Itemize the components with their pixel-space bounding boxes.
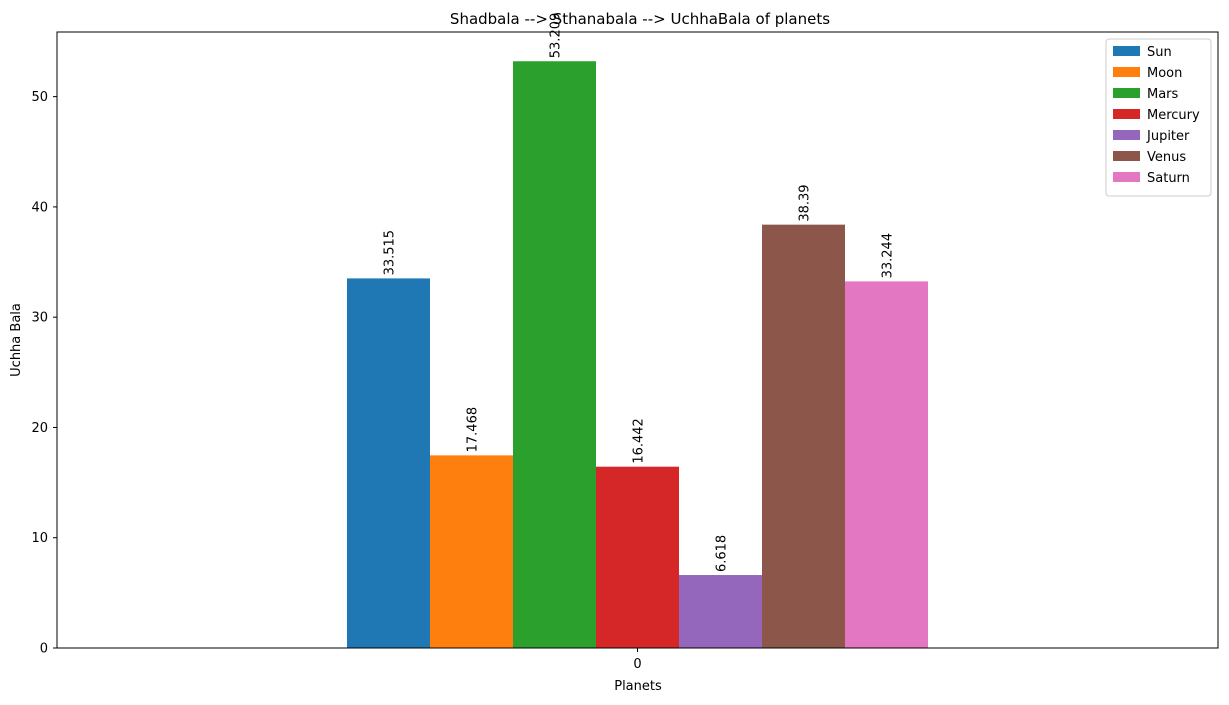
chart-title: Shadbala --> Sthanabala --> UchhaBala of…: [450, 10, 830, 28]
data-label-mars: 53.209: [549, 13, 564, 59]
bar-saturn: [845, 281, 928, 648]
legend: Sun Moon Mars Mercury Jupiter Venus Saturn: [1105, 38, 1212, 197]
bar-mercury: [596, 466, 679, 648]
data-label-sun: 33.515: [383, 230, 398, 276]
legend-label-mars: Mars: [1147, 87, 1179, 102]
data-label-saturn: 33.244: [881, 233, 896, 279]
legend-swatch-mars: [1113, 88, 1140, 98]
bar-moon: [430, 455, 513, 648]
legend-label-jupiter: Jupiter: [1146, 129, 1190, 144]
y-tick-label: 50: [31, 90, 48, 105]
y-tick-label: 10: [31, 531, 48, 546]
y-tick-label: 20: [31, 421, 48, 436]
legend-label-sun: Sun: [1147, 45, 1172, 60]
y-axis: 0 10 20 30 40 50: [31, 90, 57, 657]
legend-swatch-mercury: [1113, 109, 1140, 119]
bar-jupiter: [679, 575, 762, 648]
x-tick-label: 0: [633, 657, 641, 672]
legend-swatch-jupiter: [1113, 130, 1140, 140]
y-axis-label: Uchha Bala: [9, 303, 24, 377]
data-labels-layer: 33.515 17.468 53.209 16.442 6.618 38.39 33.244: [383, 13, 896, 572]
bars-layer: [347, 61, 928, 649]
legend-label-venus: Venus: [1147, 150, 1186, 165]
data-label-mercury: 16.442: [632, 418, 647, 464]
legend-swatch-saturn: [1113, 172, 1140, 182]
legend-swatch-moon: [1113, 67, 1140, 77]
x-axis-label: Planets: [614, 679, 662, 694]
legend-label-saturn: Saturn: [1147, 171, 1190, 186]
data-label-jupiter: 6.618: [715, 535, 730, 572]
legend-label-mercury: Mercury: [1147, 108, 1200, 123]
legend-label-moon: Moon: [1147, 66, 1182, 81]
bar-sun: [347, 278, 430, 648]
y-tick-label: 30: [31, 311, 48, 326]
y-tick-label: 0: [40, 642, 48, 657]
data-label-venus: 38.39: [798, 184, 813, 221]
y-tick-label: 40: [31, 200, 48, 215]
bar-venus: [762, 224, 845, 648]
data-label-moon: 17.468: [466, 407, 481, 453]
legend-swatch-sun: [1113, 46, 1140, 56]
x-axis: 0: [633, 648, 642, 672]
bar-mars: [513, 61, 596, 649]
legend-swatch-venus: [1113, 151, 1140, 161]
